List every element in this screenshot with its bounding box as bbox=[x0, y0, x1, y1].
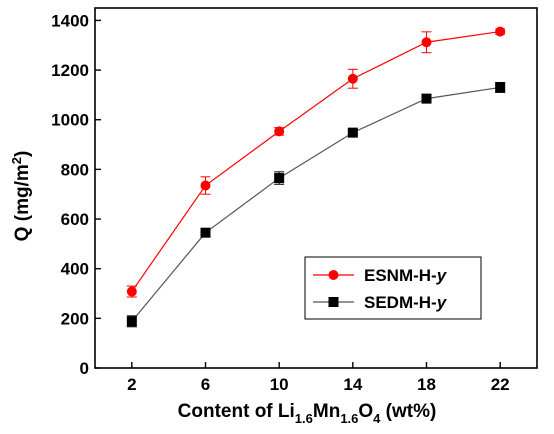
y-tick-label: 200 bbox=[61, 309, 89, 328]
x-tick-label: 6 bbox=[201, 375, 210, 394]
x-tick-label: 22 bbox=[491, 375, 510, 394]
y-axis: 0 200 400 600 800 1000 1200 1400 bbox=[51, 11, 101, 378]
data-point bbox=[200, 180, 211, 191]
legend-label-esnm: ESNM-H-y bbox=[364, 266, 448, 285]
y-axis-title: Q (mg/m2) bbox=[9, 151, 33, 242]
series-esnm bbox=[126, 26, 506, 298]
data-point bbox=[274, 126, 285, 137]
data-point bbox=[421, 93, 432, 104]
x-tick-label: 18 bbox=[417, 375, 436, 394]
y-tick-label: 600 bbox=[61, 210, 89, 229]
series-sedm bbox=[126, 81, 506, 328]
y-tick-label: 1000 bbox=[51, 111, 89, 130]
data-point bbox=[126, 286, 137, 297]
y-tick-label: 1200 bbox=[51, 61, 89, 80]
data-point bbox=[347, 73, 358, 84]
x-axis-title: Content of Li1.6Mn1.6O4 (wt%) bbox=[178, 401, 437, 426]
plot-frame bbox=[94, 7, 538, 369]
y-tick-label: 800 bbox=[61, 160, 89, 179]
series-line bbox=[131, 30, 501, 292]
x-axis: 2 6 10 14 18 22 bbox=[127, 362, 510, 394]
data-point bbox=[495, 82, 506, 93]
x-tick-label: 14 bbox=[343, 375, 362, 394]
data-point bbox=[347, 127, 358, 138]
legend-label-sedm: SEDM-H-y bbox=[364, 293, 448, 312]
y-tick-label: 1400 bbox=[51, 11, 89, 30]
series-layer bbox=[126, 26, 506, 328]
data-point bbox=[126, 316, 137, 327]
x-tick-label: 10 bbox=[270, 375, 289, 394]
y-tick-label: 400 bbox=[61, 260, 89, 279]
legend-box bbox=[304, 256, 482, 320]
series-line bbox=[131, 86, 501, 322]
plot-border bbox=[94, 7, 538, 369]
x-tick-label: 2 bbox=[127, 375, 136, 394]
legend: ESNM-H-y SEDM-H-y bbox=[304, 256, 482, 320]
data-point bbox=[274, 173, 285, 184]
data-point bbox=[421, 37, 432, 48]
y-tick-label: 0 bbox=[80, 359, 89, 378]
legend-marker-sedm bbox=[328, 297, 339, 307]
data-point bbox=[200, 227, 211, 238]
data-point bbox=[495, 26, 506, 37]
legend-marker-esnm bbox=[328, 270, 339, 280]
